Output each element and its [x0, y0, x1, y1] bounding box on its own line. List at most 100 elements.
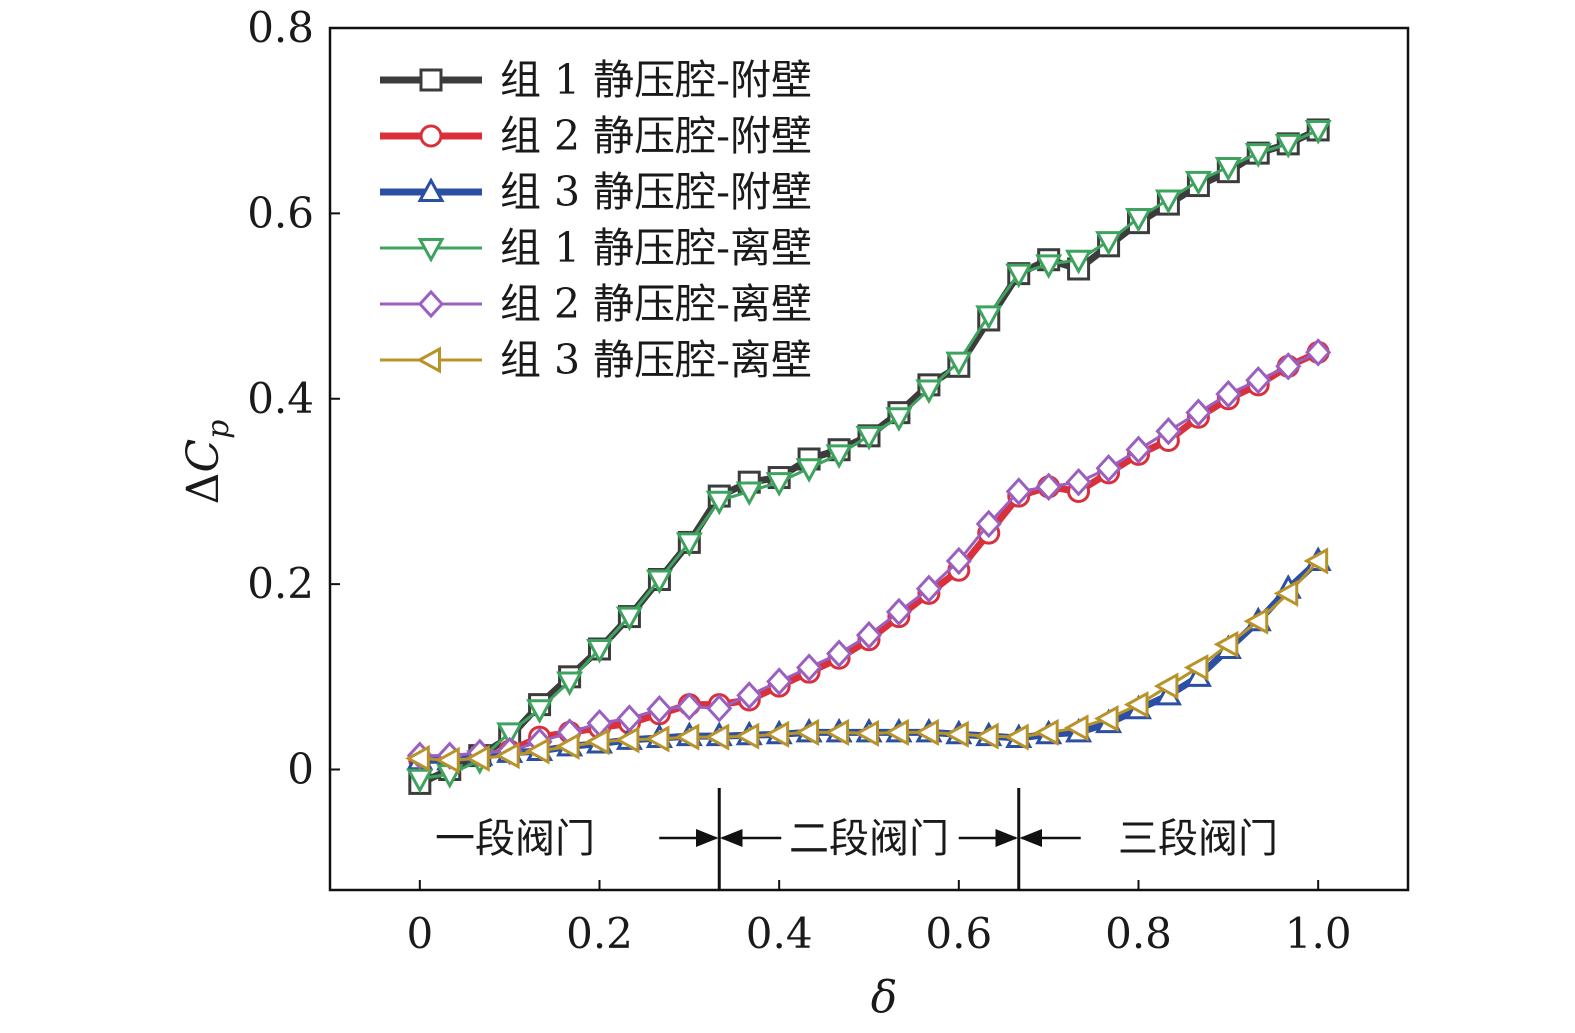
triangle-down-marker [645, 569, 673, 595]
legend-label: 组 1 静压腔-离壁 [500, 224, 812, 272]
diamond-marker [1035, 472, 1062, 502]
triangle-left-marker [794, 718, 820, 746]
triangle-down-marker [615, 606, 643, 632]
stage1-label: 一段阀门 [435, 816, 595, 862]
diamond-marker [796, 653, 823, 682]
x-tick-label: 0.2 [566, 909, 633, 958]
triangle-left-marker [1183, 654, 1209, 682]
triangle-left-marker [465, 744, 490, 772]
x-tick-label: 0 [406, 909, 433, 958]
diamond-marker [1215, 379, 1242, 409]
triangle-down-marker [1095, 231, 1123, 256]
series-line [419, 349, 1320, 764]
legend-label: 组 2 静压腔-附壁 [500, 112, 812, 160]
triangle-down-marker [496, 722, 524, 748]
legend-label: 组 3 静压腔-附壁 [500, 168, 812, 216]
triangle-left-marker [584, 728, 610, 756]
triangle-down-marker [585, 639, 614, 664]
diamond-marker [1155, 416, 1182, 446]
diamond-marker [616, 704, 643, 733]
triangle-down-marker [705, 490, 733, 516]
diamond-marker [676, 692, 703, 721]
triangle-left-marker [944, 720, 969, 748]
triangle-down-marker [885, 407, 913, 432]
triangle-left-marker [704, 723, 730, 751]
stage2-label: 二段阀门 [789, 816, 949, 862]
triangle-left-marker [405, 744, 430, 772]
triangle-left-marker [524, 737, 550, 765]
triangle-left-marker [614, 726, 640, 754]
triangle-down-marker [945, 351, 973, 377]
y-label-main: C [178, 439, 229, 473]
triangle-down-marker [765, 472, 793, 497]
triangle-left-marker [674, 723, 700, 751]
stage-annotations: 一段阀门 二段阀门 三段阀门 [435, 788, 1278, 890]
legend-entry-4: 组 1 静压腔-离壁 [380, 224, 812, 272]
series-1 [408, 118, 1330, 795]
triangle-left-marker [416, 346, 441, 374]
diamond-marker [706, 694, 733, 723]
triangle-down-marker [675, 532, 703, 558]
triangle-left-marker [1004, 723, 1029, 751]
x-axis-label: δ [871, 972, 898, 1023]
circle-marker [419, 124, 443, 148]
legend-label: 组 2 静压腔-离壁 [500, 280, 812, 328]
triangle-down-marker [1274, 133, 1302, 159]
square-marker [419, 68, 443, 92]
series-group [405, 118, 1332, 795]
y-tick-label: 0.6 [247, 188, 314, 237]
y-tick-label: 0.4 [247, 374, 314, 423]
stage3-label: 三段阀门 [1118, 816, 1278, 862]
diamond-marker [826, 639, 853, 668]
legend-label: 组 1 静压腔-附壁 [500, 56, 812, 104]
series-5 [406, 338, 1332, 770]
diamond-marker [1065, 467, 1092, 497]
triangle-down-marker [795, 458, 823, 483]
x-tick-label: 1.0 [1285, 909, 1352, 958]
legend-entry-2: 组 2 静压腔-附壁 [380, 112, 812, 160]
triangle-left-marker [1213, 630, 1239, 658]
diamond-marker [855, 620, 883, 650]
y-axis-label-text: ΔCp [178, 420, 236, 505]
triangle-down-marker [1184, 170, 1212, 196]
plot-frame [328, 26, 1410, 892]
triangle-down-marker [406, 768, 434, 794]
triangle-down-marker [1124, 208, 1153, 233]
x-tick-label: 0.8 [1105, 909, 1172, 958]
triangle-up-marker [417, 177, 445, 202]
triangle-left-marker [435, 746, 460, 774]
triangle-left-marker [884, 718, 909, 746]
triangle-left-marker [764, 720, 790, 748]
triangle-down-marker [855, 425, 883, 451]
diamond-marker [1245, 365, 1272, 395]
triangle-down-marker [975, 305, 1003, 330]
y-label-delta: Δ [178, 473, 229, 505]
triangle-down-marker [526, 699, 554, 724]
triangle-down-marker [825, 444, 853, 469]
triangle-left-marker [1153, 672, 1179, 700]
triangle-left-marker [1123, 691, 1149, 719]
triangle-left-marker [734, 722, 760, 750]
legend: 组 1 静压腔-附壁组 2 静压腔-附壁组 3 静压腔-附壁组 1 静压腔-离壁… [380, 56, 812, 384]
diamond-marker [1005, 477, 1032, 506]
diamond-marker [1185, 398, 1212, 427]
triangle-down-marker [735, 481, 763, 507]
triangle-left-marker [1034, 718, 1059, 746]
series-4 [406, 119, 1332, 794]
triangle-down-marker [1304, 119, 1332, 145]
triangle-left-marker [495, 742, 520, 770]
diamond-marker [885, 597, 912, 627]
diamond-marker [945, 546, 972, 576]
triangle-left-marker [644, 725, 670, 753]
triangle-down-marker [1035, 254, 1063, 279]
triangle-left-marker [914, 718, 939, 746]
diamond-marker [1305, 338, 1332, 367]
x-tick-label: 0.4 [746, 909, 813, 958]
legend-entry-3: 组 3 静压腔-附壁 [380, 168, 812, 216]
legend-entry-1: 组 1 静压腔-附壁 [380, 56, 812, 104]
diamond-marker [646, 695, 673, 724]
triangle-left-marker [1243, 607, 1269, 635]
triangle-down-marker [915, 379, 943, 405]
triangle-left-marker [824, 718, 850, 746]
